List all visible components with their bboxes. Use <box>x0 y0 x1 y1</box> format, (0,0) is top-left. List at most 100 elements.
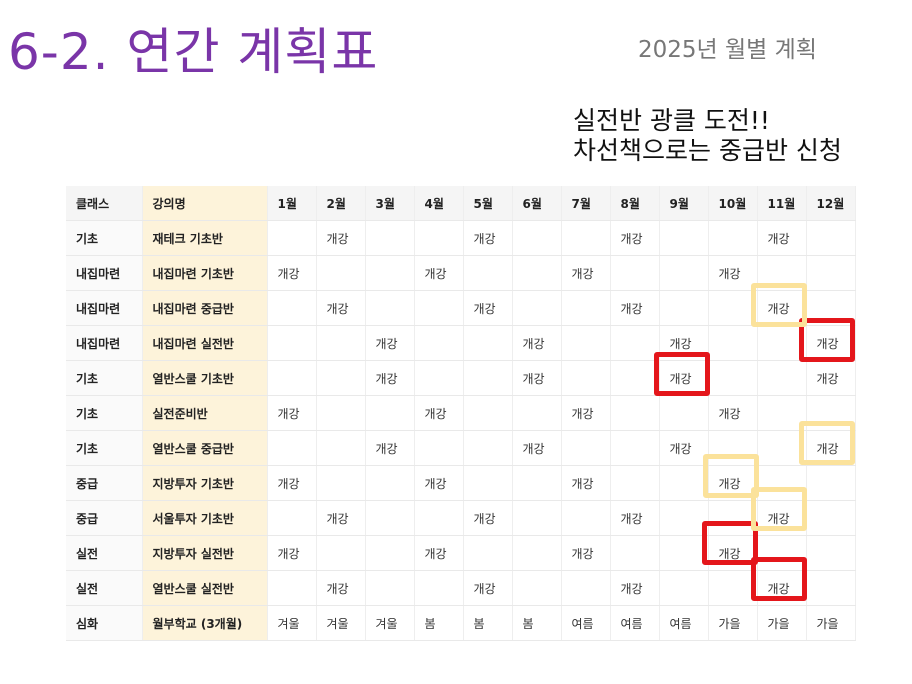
month-cell <box>708 290 758 326</box>
month-cell <box>561 430 611 466</box>
month-cell: 개강 <box>267 395 317 431</box>
month-cell <box>463 465 513 501</box>
month-cell: 가을 <box>806 605 856 641</box>
month-cell: 개강 <box>757 220 807 256</box>
month-cell: 가을 <box>757 605 807 641</box>
month-cell <box>561 570 611 606</box>
month-cell: 개강 <box>610 500 660 536</box>
month-cell <box>708 360 758 396</box>
month-cell: 개강 <box>463 220 513 256</box>
month-cell <box>659 500 709 536</box>
month-cell <box>365 220 415 256</box>
month-cell: 겨울 <box>267 605 317 641</box>
month-cell: 개강 <box>561 395 611 431</box>
month-cell: 개강 <box>708 535 758 571</box>
month-cell <box>365 500 415 536</box>
class-cell: 중급 <box>66 500 143 536</box>
month-cell <box>414 220 464 256</box>
month-cell <box>561 220 611 256</box>
month-cell <box>463 535 513 571</box>
lecture-name-cell: 내집마련 실전반 <box>142 325 268 361</box>
month-cell <box>414 325 464 361</box>
month-cell <box>757 325 807 361</box>
header-month: 11월 <box>757 186 807 221</box>
month-cell <box>267 430 317 466</box>
note-line-2: 차선책으로는 중급반 신청 <box>573 136 842 165</box>
month-cell <box>267 500 317 536</box>
month-cell: 개강 <box>757 290 807 326</box>
month-cell: 개강 <box>414 535 464 571</box>
month-cell: 개강 <box>414 395 464 431</box>
month-cell: 개강 <box>316 500 366 536</box>
month-cell: 개강 <box>512 430 562 466</box>
lecture-name-cell: 월부학교 (3개월) <box>142 605 268 641</box>
month-cell <box>365 395 415 431</box>
table-row: 심화 월부학교 (3개월) 겨울 겨울 겨울 봄 봄 봄 여름 여름 여름 가을 가을 가을 <box>66 605 856 641</box>
month-cell: 개강 <box>316 570 366 606</box>
class-cell: 내집마련 <box>66 325 143 361</box>
month-cell: 여름 <box>561 605 611 641</box>
class-cell: 내집마련 <box>66 290 143 326</box>
month-cell <box>757 255 807 291</box>
month-cell <box>610 360 660 396</box>
header-lecture: 강의명 <box>142 186 268 221</box>
month-cell <box>610 430 660 466</box>
month-cell <box>316 465 366 501</box>
class-cell: 기초 <box>66 360 143 396</box>
month-cell <box>806 500 856 536</box>
page-subtitle: 2025년 월별 계획 <box>638 37 817 63</box>
month-cell: 개강 <box>708 395 758 431</box>
month-cell: 개강 <box>414 465 464 501</box>
month-cell <box>610 325 660 361</box>
month-cell: 겨울 <box>365 605 415 641</box>
month-cell <box>267 325 317 361</box>
month-cell: 개강 <box>708 255 758 291</box>
month-cell <box>610 535 660 571</box>
class-cell: 기초 <box>66 395 143 431</box>
month-cell: 개강 <box>512 360 562 396</box>
lecture-name-cell: 재테크 기초반 <box>142 220 268 256</box>
month-cell: 개강 <box>561 465 611 501</box>
header-month: 4월 <box>414 186 464 221</box>
month-cell: 개강 <box>365 325 415 361</box>
month-cell <box>365 570 415 606</box>
table-row: 실전 지방투자 실전반 개강 개강 개강 개강 <box>66 535 856 571</box>
month-cell <box>463 255 513 291</box>
month-cell <box>659 535 709 571</box>
month-cell: 봄 <box>463 605 513 641</box>
class-cell: 실전 <box>66 535 143 571</box>
month-cell: 여름 <box>659 605 709 641</box>
month-cell <box>708 220 758 256</box>
month-cell <box>463 395 513 431</box>
header-class: 클래스 <box>66 186 143 221</box>
month-cell <box>708 570 758 606</box>
month-cell <box>512 465 562 501</box>
table-row: 중급 서울투자 기초반 개강 개강 개강 개강 <box>66 500 856 536</box>
month-cell: 개강 <box>463 570 513 606</box>
month-cell <box>316 395 366 431</box>
month-cell <box>512 570 562 606</box>
note-line-1: 실전반 광클 도전!! <box>573 106 770 135</box>
lecture-name-cell: 실전준비반 <box>142 395 268 431</box>
month-cell <box>414 290 464 326</box>
header-month: 5월 <box>463 186 513 221</box>
month-cell <box>414 430 464 466</box>
month-cell <box>512 500 562 536</box>
month-cell <box>757 395 807 431</box>
class-cell: 내집마련 <box>66 255 143 291</box>
month-cell <box>316 325 366 361</box>
month-cell <box>414 500 464 536</box>
lecture-name-cell: 서울투자 기초반 <box>142 500 268 536</box>
lecture-name-cell: 지방투자 실전반 <box>142 535 268 571</box>
month-cell <box>659 395 709 431</box>
month-cell: 개강 <box>659 325 709 361</box>
table-row: 실전 열반스쿨 실전반 개강 개강 개강 개강 <box>66 570 856 606</box>
annotation-note: 실전반 광클 도전!! 차선책으로는 중급반 신청 <box>573 106 842 166</box>
month-cell: 봄 <box>512 605 562 641</box>
table-header-row: 클래스 강의명 1월 2월 3월 4월 5월 6월 7월 8월 9월 10월 11월 12월 <box>66 186 856 221</box>
month-cell <box>365 290 415 326</box>
month-cell <box>316 535 366 571</box>
month-cell: 개강 <box>267 255 317 291</box>
table-row: 기초 열반스쿨 중급반 개강 개강 개강 개강 <box>66 430 856 466</box>
month-cell <box>806 290 856 326</box>
